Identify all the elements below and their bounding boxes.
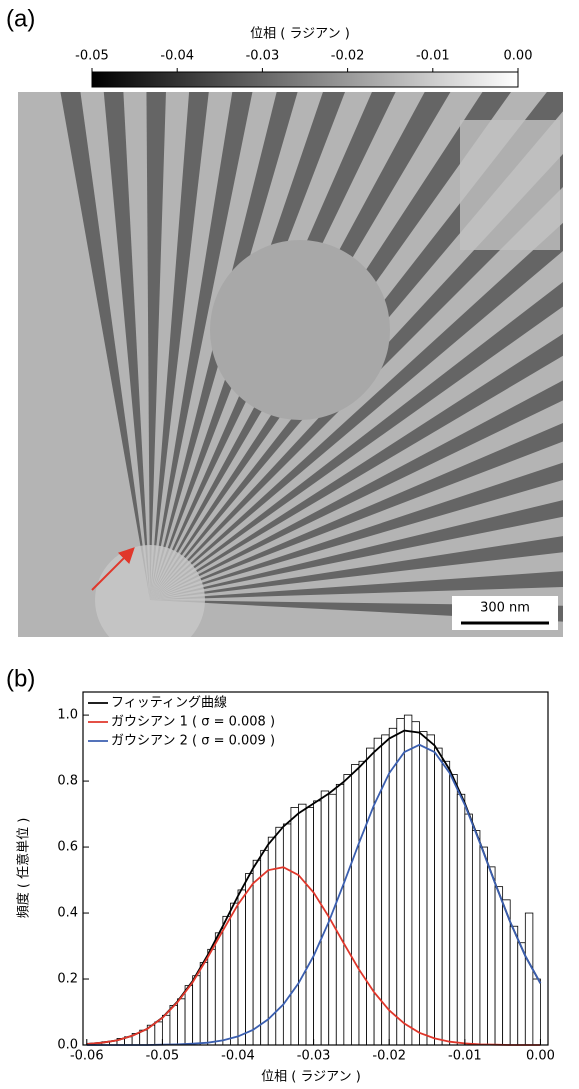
bar [290, 807, 299, 1046]
x-tick-label: -0.05 [146, 1049, 180, 1064]
bar [305, 807, 315, 1046]
scale-bar-label: 300 nm [480, 601, 530, 616]
colorbar-tick-label: -0.04 [160, 49, 194, 64]
bar [396, 717, 405, 1046]
bar [524, 912, 534, 1046]
bar [184, 985, 194, 1046]
y-tick-label: 0.2 [57, 972, 78, 987]
bar [494, 886, 504, 1046]
bar [464, 813, 473, 1046]
image-stripe [150, 92, 209, 600]
colorbar-tick-label: -0.01 [416, 49, 450, 64]
y-tick-label: 0.0 [57, 1038, 78, 1053]
bar [282, 823, 292, 1046]
bar [260, 849, 269, 1046]
bar [517, 942, 526, 1046]
image-stripe [150, 92, 253, 600]
bar [479, 846, 488, 1046]
bar [403, 714, 413, 1046]
bar [207, 948, 216, 1046]
bar [509, 925, 519, 1046]
image-stripe [146, 92, 166, 600]
image-stripe [60, 92, 150, 600]
bar [366, 747, 375, 1046]
y-tick-label: 0.8 [57, 774, 78, 789]
bar [161, 1014, 171, 1046]
bar [471, 830, 481, 1046]
bar [298, 803, 307, 1046]
bar [192, 975, 201, 1046]
bar [449, 774, 458, 1046]
bar [487, 866, 496, 1046]
colorbar-tick-label: -0.03 [246, 49, 280, 64]
x-tick-label: -0.04 [221, 1049, 255, 1064]
image-blob [95, 545, 205, 637]
bar [388, 727, 398, 1046]
bar [177, 998, 186, 1046]
x-tick-label: 0.00 [526, 1049, 555, 1064]
x-tick-label: -0.01 [448, 1049, 482, 1064]
bar [214, 932, 224, 1046]
panel-label: (b) [6, 665, 35, 692]
image-blob [210, 240, 390, 420]
arrow [91, 547, 135, 591]
bar [252, 859, 262, 1046]
image-stripe [150, 571, 563, 600]
bar [343, 774, 352, 1046]
bar [222, 915, 231, 1046]
y-tick-label: 1.0 [57, 708, 78, 723]
image-stripe [150, 500, 563, 600]
plot-frame [82, 691, 549, 1046]
colorbar-title: 位相 ( ラジアン ) [250, 27, 350, 42]
bar [313, 800, 322, 1046]
bar [320, 790, 330, 1046]
image-stripe [150, 462, 563, 600]
colorbar-tick-label: -0.02 [331, 49, 365, 64]
x-axis-label: 位相 ( ラジアン ) [261, 1070, 361, 1085]
bar [335, 783, 345, 1046]
image-stripe [150, 422, 563, 600]
panel-label: (a) [6, 5, 35, 32]
colorbar-tick-label: 0.00 [504, 49, 533, 64]
x-tick-label: -0.03 [297, 1049, 331, 1064]
bar [456, 793, 466, 1046]
bar [358, 760, 367, 1046]
y-axis-label: 頻度 ( 任意単位 ) [16, 818, 32, 919]
image-blob [460, 120, 560, 250]
bar [441, 760, 451, 1046]
image-stripe [150, 333, 563, 600]
phase-image [18, 92, 563, 637]
bar [199, 962, 209, 1046]
bar [351, 764, 360, 1046]
legend-label: ガウシアン 2 ( σ = 0.009 ) [111, 734, 275, 749]
bar [230, 902, 239, 1046]
bar [154, 1021, 163, 1046]
x-tick-label: -0.02 [372, 1049, 406, 1064]
colorbar-tick-label: -0.05 [75, 49, 109, 64]
image-stripe [150, 380, 563, 600]
bar [169, 1005, 178, 1046]
image-stripe [150, 281, 563, 600]
legend-label: フィッティング曲線 [111, 695, 227, 711]
image-stripe [150, 222, 563, 600]
y-tick-label: 0.6 [57, 840, 78, 855]
colorbar [91, 71, 519, 88]
bar [419, 731, 428, 1046]
y-tick-label: 0.4 [57, 906, 78, 921]
image-stripe [103, 92, 150, 600]
bar [245, 873, 254, 1046]
bar [434, 747, 443, 1046]
legend-label: ガウシアン 1 ( σ = 0.008 ) [111, 715, 275, 730]
bar [502, 899, 511, 1046]
bar [237, 889, 246, 1046]
x-tick-label: -0.06 [70, 1049, 104, 1064]
bar [411, 721, 420, 1046]
bar [426, 734, 435, 1046]
bar [275, 826, 284, 1046]
bar [532, 978, 541, 1046]
